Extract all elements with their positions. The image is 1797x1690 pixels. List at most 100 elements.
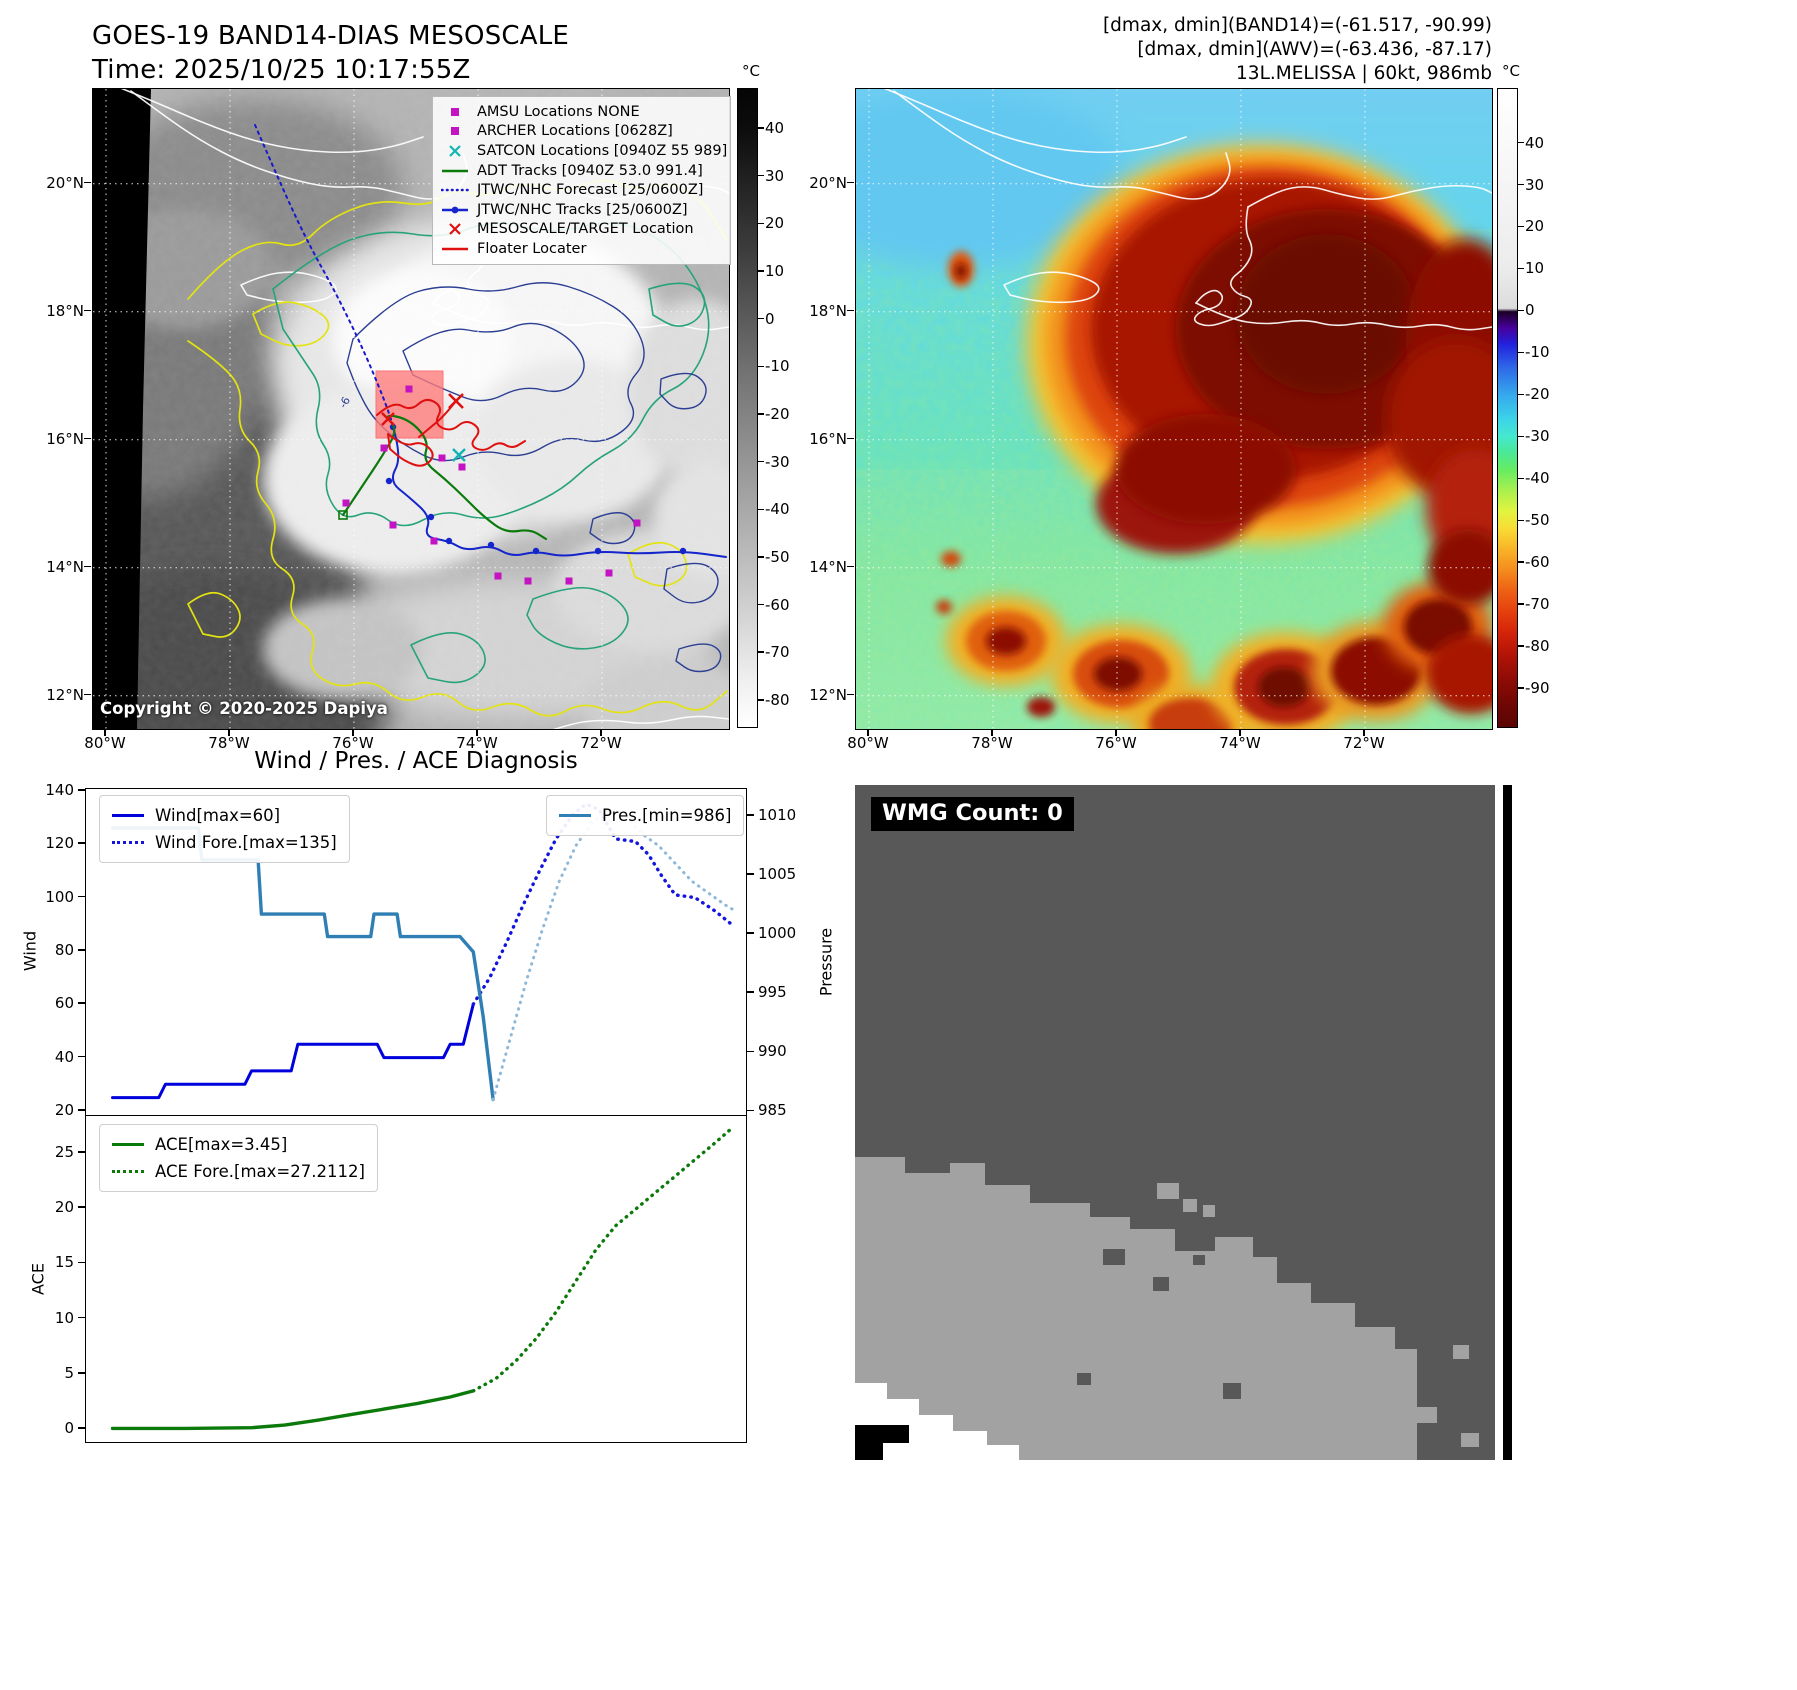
dmax-dmin-band14: [dmax, dmin](BAND14)=(-61.517, -90.99) [1102, 15, 1492, 36]
wind-ytick-label: 40 [54, 1047, 74, 1066]
tick-mark [1518, 141, 1524, 144]
pressure-ytick-label: 985 [758, 1101, 787, 1120]
ace-line-swatch [112, 1143, 144, 1146]
tick-mark [78, 1261, 85, 1264]
pressure-line-swatch [559, 814, 591, 817]
map-legend-label: SATCON Locations [0940Z 55 989] [477, 142, 728, 159]
band14-colorbar-tick-label: 40 [765, 119, 785, 138]
legend-item: Wind[max=60] [112, 802, 337, 829]
ace-forecast-swatch [112, 1170, 144, 1173]
band14-ytick-label: 12°N [46, 685, 84, 704]
tick-mark [747, 991, 754, 993]
map-legend-marker [441, 144, 469, 158]
wind-ytick-label: 100 [45, 887, 74, 906]
map-legend-marker [441, 124, 469, 138]
tick-mark [1518, 183, 1524, 186]
awv-colorbar-tick-label: -60 [1525, 553, 1550, 572]
tick-mark [476, 729, 478, 736]
map-legend-item: MESOSCALE/TARGET Location [441, 220, 722, 240]
map-legend-marker [441, 242, 469, 256]
awv-colorbar [1497, 88, 1518, 728]
awv-colorbar-tick-label: -50 [1525, 511, 1550, 530]
pressure-ytick-label: 995 [758, 983, 787, 1002]
ace-axis-label: ACE [28, 1263, 48, 1295]
legend-item: ACE Fore.[max=27.2112] [112, 1158, 365, 1185]
legend-marker-line-dot-icon [442, 206, 468, 214]
map-legend: AMSU Locations NONE ARCHER Locations [062… [432, 96, 731, 265]
tick-mark [78, 1055, 85, 1058]
tick-mark [78, 789, 85, 791]
tick-mark [758, 508, 764, 511]
awv-ytick-label: 12°N [809, 685, 847, 704]
map-legend-item: AMSU Locations NONE [441, 102, 722, 122]
tick-mark [758, 365, 764, 368]
wind-forecast-swatch [112, 841, 144, 844]
tick-mark [758, 699, 764, 701]
tick-mark [758, 413, 764, 415]
tick-mark [1115, 729, 1117, 736]
tick-mark [758, 222, 764, 225]
ace-ytick-label: 20 [54, 1198, 74, 1217]
legend-marker-line-icon [442, 247, 468, 251]
map-legend-item: SATCON Locations [0940Z 55 989] [441, 141, 727, 161]
tick-mark [758, 127, 764, 129]
awv-colorbar-tick-label: -10 [1525, 343, 1550, 362]
tick-mark [1518, 519, 1524, 521]
band14-xtick-label: 72°W [580, 734, 622, 752]
band14-xtick-label: 76°W [332, 734, 374, 752]
band14-ytick-label: 20°N [46, 173, 84, 192]
legend-marker-x-icon [449, 145, 461, 157]
map-legend-marker [441, 222, 469, 236]
legend-marker-x-icon [449, 223, 461, 236]
map-legend-marker [441, 164, 469, 178]
tick-mark [847, 437, 854, 440]
tick-mark [78, 1002, 85, 1004]
diagnosis-chart-title: Wind / Pres. / ACE Diagnosis [254, 748, 578, 774]
tick-mark [758, 460, 764, 463]
band14-colorbar-tick-label: -50 [765, 547, 790, 566]
band14-colorbar-tick-label: -80 [765, 690, 790, 709]
map-legend-label: MESOSCALE/TARGET Location [477, 221, 694, 238]
pressure-ytick-label: 1005 [758, 865, 797, 884]
awv-colorbar-tick-label: -20 [1525, 385, 1550, 404]
ace-ytick-label: 5 [64, 1363, 74, 1382]
tick-mark [758, 317, 764, 320]
tick-mark [84, 565, 91, 568]
tick-mark [84, 309, 91, 312]
map-legend-label: ADT Tracks [0940Z 53.0 991.4] [477, 162, 703, 179]
ace-ytick-label: 10 [54, 1308, 74, 1327]
tick-mark [1518, 435, 1524, 438]
tick-mark [78, 949, 85, 951]
legend-marker-dotted-icon [441, 188, 469, 192]
pressure-axis-label: Pressure [816, 927, 836, 997]
pressure-legend-label: Pres.[min=986] [602, 806, 732, 825]
wind-legend: Wind[max=60] Wind Fore.[max=135] [99, 795, 350, 863]
awv-xtick-label: 76°W [1095, 734, 1137, 752]
tick-mark [847, 693, 854, 696]
legend-item: Pres.[min=986] [559, 802, 731, 829]
tick-mark [1239, 729, 1241, 736]
wmg-classification-image [855, 785, 1495, 1460]
awv-colorbar-tick-label: 0 [1525, 301, 1535, 320]
band14-ytick-label: 18°N [46, 301, 84, 320]
wind-forecast-legend-label: Wind Fore.[max=135] [155, 833, 337, 852]
band14-colorbar [737, 88, 758, 728]
awv-colorbar-tick-label: 10 [1525, 259, 1545, 278]
wind-ytick-label: 20 [54, 1100, 74, 1119]
tick-mark [847, 181, 854, 184]
tick-mark [1518, 267, 1524, 270]
awv-ytick-label: 18°N [809, 301, 847, 320]
awv-colorbar-tick-label: -40 [1525, 469, 1550, 488]
legend-marker-square-icon [451, 107, 459, 116]
band14-colorbar-tick-label: 10 [765, 261, 785, 280]
awv-colorbar-tick-label: 40 [1525, 133, 1545, 152]
awv-colorbar-tick-label: -70 [1525, 595, 1550, 614]
tick-mark [228, 729, 230, 736]
tick-mark [758, 603, 764, 606]
band14-colorbar-tick-label: -70 [765, 643, 790, 662]
pressure-legend: Pres.[min=986] [546, 795, 745, 836]
tick-mark [758, 556, 764, 558]
band14-colorbar-tick-label: -60 [765, 595, 790, 614]
band14-colorbar-tick-label: -30 [765, 452, 790, 471]
wind-ytick-label: 120 [45, 834, 74, 853]
